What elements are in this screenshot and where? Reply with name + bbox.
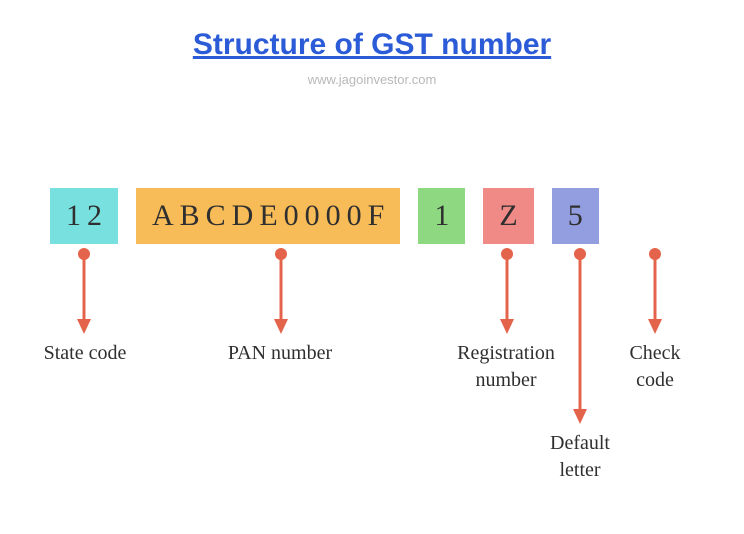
source-url: www.jagoinvestor.com (0, 72, 744, 87)
arrow-pan-number (271, 246, 291, 336)
label-check-code: Check code (620, 340, 690, 394)
arrow-registration (497, 246, 517, 336)
block-default-letter: Z (483, 188, 533, 244)
arrow-check-code (645, 246, 665, 336)
gst-blocks-row: 12 ABCDE0000F 1 Z 5 (50, 188, 694, 244)
label-registration-number: Registration number (446, 340, 566, 394)
block-pan-number: ABCDE0000F (136, 188, 400, 244)
arrow-state-code (74, 246, 94, 336)
label-state-code: State code (35, 340, 135, 367)
page-title: Structure of GST number (0, 28, 744, 62)
block-state-code: 12 (50, 188, 118, 244)
arrow-default-letter (570, 246, 590, 426)
label-default-letter: Default letter (540, 430, 620, 484)
block-check-code: 5 (552, 188, 599, 244)
label-pan-number: PAN number (215, 340, 345, 367)
block-registration: 1 (418, 188, 465, 244)
